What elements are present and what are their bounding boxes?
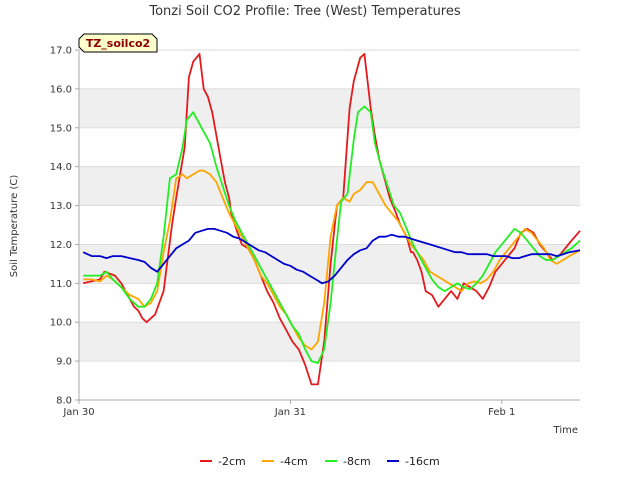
grid-band <box>79 322 580 362</box>
y-tick-label: 14.0 <box>50 162 72 173</box>
series-layer <box>82 53 581 386</box>
grid-band <box>79 166 580 206</box>
y-tick-labels: 8.0 9.0 10.0 11.0 12.0 13.0 14.0 15.0 16.0 17.0 <box>50 46 79 407</box>
y-tick-label: 13.0 <box>50 201 72 212</box>
x-tick-label: Feb 1 <box>488 407 515 418</box>
legend-label: -8cm <box>343 455 371 468</box>
legend-label: -4cm <box>280 455 308 468</box>
series-line-8cm <box>83 105 581 365</box>
legend-label: -2cm <box>218 455 246 468</box>
legend-label: -16cm <box>405 455 440 468</box>
y-tick-label: 10.0 <box>50 318 72 329</box>
x-axis-label: Time <box>553 425 578 436</box>
series-line-4cm <box>83 169 581 351</box>
y-tick-label: 12.0 <box>50 240 72 251</box>
y-tick-label: 16.0 <box>50 84 72 95</box>
chart-title: Tonzi Soil CO2 Profile: Tree (West) Temp… <box>148 4 461 19</box>
x-tick-label: Jan 30 <box>62 407 94 418</box>
x-tick-labels: Jan 30 Jan 31 Feb 1 <box>62 400 515 418</box>
y-tick-label: 9.0 <box>56 357 72 368</box>
series-line-16cm <box>82 227 581 285</box>
x-tick-label: Jan 31 <box>274 407 306 418</box>
y-tick-label: 17.0 <box>50 46 72 57</box>
grid-band <box>79 88 580 128</box>
y-axis-label: Soil Temperature (C) <box>9 175 20 278</box>
axes <box>78 50 580 401</box>
badge-box <box>78 33 158 53</box>
badge-label: TZ_soilco2 <box>86 37 150 50</box>
y-tick-label: 15.0 <box>50 123 72 134</box>
y-tick-label: 11.0 <box>50 279 72 290</box>
y-tick-label: 8.0 <box>56 396 72 407</box>
dataset-badge: TZ_soilco2 <box>78 33 158 53</box>
legend: -2cm -4cm -8cm -16cm <box>200 455 440 468</box>
